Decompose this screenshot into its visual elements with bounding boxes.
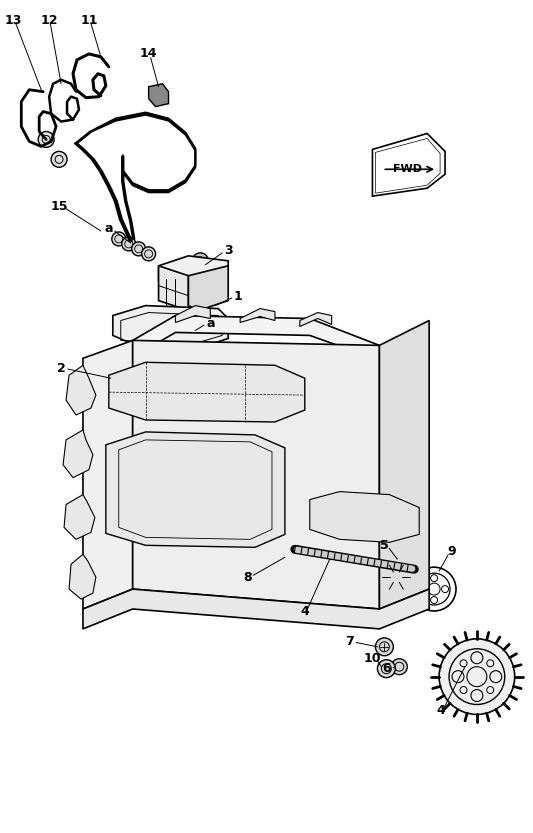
Polygon shape xyxy=(64,495,95,539)
Text: 3: 3 xyxy=(224,244,232,257)
Polygon shape xyxy=(373,133,445,196)
Text: 5: 5 xyxy=(380,539,389,551)
Circle shape xyxy=(191,266,201,276)
Polygon shape xyxy=(83,589,429,629)
Text: 6: 6 xyxy=(382,662,391,676)
Circle shape xyxy=(373,553,420,601)
Polygon shape xyxy=(63,430,93,477)
Text: 4: 4 xyxy=(301,606,309,618)
Circle shape xyxy=(375,638,393,656)
Text: 10: 10 xyxy=(364,652,381,666)
Circle shape xyxy=(132,242,146,256)
Text: 8: 8 xyxy=(243,571,252,584)
Polygon shape xyxy=(158,256,228,286)
Text: 15: 15 xyxy=(50,200,68,212)
Circle shape xyxy=(377,660,395,677)
Text: 2: 2 xyxy=(56,362,66,375)
Polygon shape xyxy=(69,554,96,599)
Circle shape xyxy=(205,266,215,276)
Polygon shape xyxy=(106,432,285,547)
Polygon shape xyxy=(310,491,419,542)
Polygon shape xyxy=(66,365,96,415)
Circle shape xyxy=(391,659,407,675)
Polygon shape xyxy=(83,341,133,609)
Circle shape xyxy=(367,571,378,583)
Polygon shape xyxy=(240,308,275,322)
Circle shape xyxy=(407,554,419,566)
Circle shape xyxy=(112,232,126,246)
Text: a: a xyxy=(104,222,113,236)
Circle shape xyxy=(192,253,208,269)
Text: 7: 7 xyxy=(345,636,354,648)
Text: 9: 9 xyxy=(448,545,456,558)
Polygon shape xyxy=(149,84,168,107)
Circle shape xyxy=(122,237,136,251)
Text: 12: 12 xyxy=(41,13,58,27)
Circle shape xyxy=(412,567,456,611)
Circle shape xyxy=(289,537,317,566)
Text: a: a xyxy=(206,317,215,330)
Text: 1: 1 xyxy=(234,290,243,303)
Text: FWD: FWD xyxy=(393,164,422,174)
Circle shape xyxy=(414,571,426,583)
Circle shape xyxy=(390,547,402,559)
Circle shape xyxy=(439,639,515,715)
Circle shape xyxy=(142,247,156,261)
Polygon shape xyxy=(188,266,228,311)
Circle shape xyxy=(407,588,419,600)
Text: 4: 4 xyxy=(437,704,446,717)
Circle shape xyxy=(374,554,385,566)
Text: 11: 11 xyxy=(80,13,98,27)
Polygon shape xyxy=(175,306,211,322)
Polygon shape xyxy=(379,321,429,609)
Polygon shape xyxy=(113,306,228,348)
Circle shape xyxy=(38,132,54,147)
Polygon shape xyxy=(300,312,332,327)
Polygon shape xyxy=(158,266,188,311)
Circle shape xyxy=(390,595,402,607)
Polygon shape xyxy=(109,362,305,422)
Text: 14: 14 xyxy=(140,47,157,61)
Polygon shape xyxy=(375,138,440,193)
Circle shape xyxy=(51,152,67,167)
Polygon shape xyxy=(133,316,379,361)
Circle shape xyxy=(177,266,188,276)
Polygon shape xyxy=(133,341,379,609)
Circle shape xyxy=(164,266,173,276)
Circle shape xyxy=(374,588,385,600)
Text: 13: 13 xyxy=(5,13,22,27)
